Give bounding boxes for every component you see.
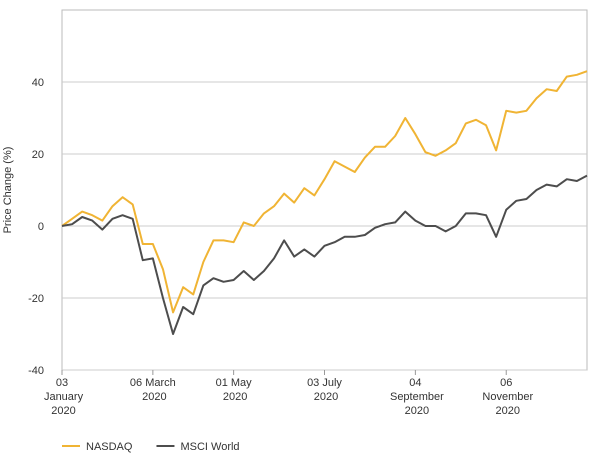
y-tick-label: 0 [38, 221, 44, 233]
legend-label: NASDAQ [86, 441, 133, 453]
x-tick-label: 06 November 2020 [479, 377, 533, 417]
y-tick-label: -20 [28, 293, 44, 305]
x-tick-label: 03 January 2020 [41, 377, 84, 417]
x-tick-label: 01 May 2020 [216, 377, 253, 403]
x-tick-label: 03 July 2020 [307, 377, 342, 403]
y-axis-label: Price Change (%) [2, 147, 14, 234]
x-tick-label: 06 March 2020 [130, 377, 176, 403]
legend-label: MSCI World [180, 441, 239, 453]
series-line [61, 70, 588, 314]
y-tick-label: 40 [32, 77, 44, 89]
y-tick-label: 20 [32, 149, 44, 161]
plot-frame [61, 9, 588, 371]
y-tick-label: -40 [28, 365, 44, 377]
series-line [61, 174, 588, 335]
x-tick-label: 04 September 2020 [387, 377, 444, 417]
